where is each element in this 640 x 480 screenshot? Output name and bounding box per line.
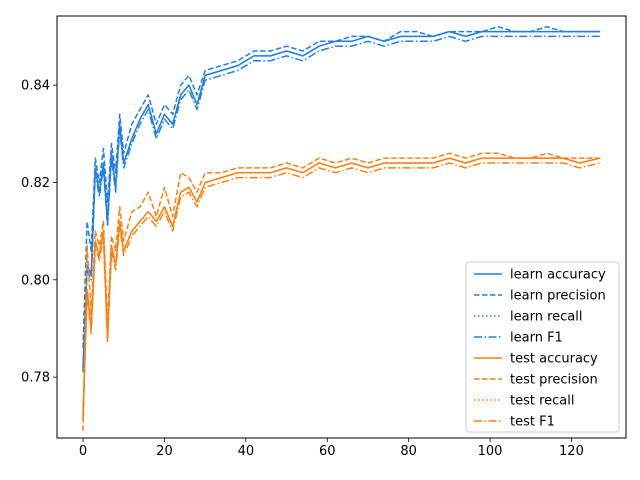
legend-box: [465, 261, 620, 433]
x-tick-label-1: 20: [156, 444, 173, 459]
x-tick-label-4: 80: [400, 444, 417, 459]
x-tick-label-2: 40: [238, 444, 255, 459]
legend: learn accuracy learn precision learn recal…: [465, 261, 620, 433]
legend-label-2: learn recall: [510, 310, 582, 325]
legend-label-5: test precision: [510, 373, 598, 388]
series-line-7: [82, 162, 601, 422]
series-line-3: [82, 35, 600, 373]
y-tick-label-0: 0.78: [21, 371, 50, 386]
series-line-1: [82, 25, 600, 349]
series-line-4: [82, 157, 601, 417]
x-tick-label-3: 60: [319, 444, 336, 459]
legend-label-6: test recall: [510, 394, 575, 409]
y-tick-label-2: 0.82: [21, 176, 50, 191]
legend-label-3: learn F1: [510, 331, 563, 346]
x-tick-label-6: 120: [559, 444, 584, 459]
y-tick-label-1: 0.80: [21, 273, 50, 288]
legend-label-1: learn precision: [510, 289, 606, 304]
series-line-5: [82, 152, 600, 431]
plot-frame: [56, 15, 627, 439]
y-tick-label-3: 0.84: [21, 79, 50, 94]
legend-label-4: test accuracy: [510, 352, 598, 367]
x-tick-label-5: 100: [478, 444, 503, 459]
legend-label-0: learn accuracy: [510, 268, 606, 283]
x-tick-label-0: 0: [79, 444, 87, 459]
legend-label-7: test F1: [510, 415, 555, 430]
series-layer: [82, 25, 601, 431]
x-axis: 0 20 40 60 80 100 120: [79, 438, 584, 459]
y-axis: 0.78 0.80 0.82 0.84: [21, 79, 57, 386]
